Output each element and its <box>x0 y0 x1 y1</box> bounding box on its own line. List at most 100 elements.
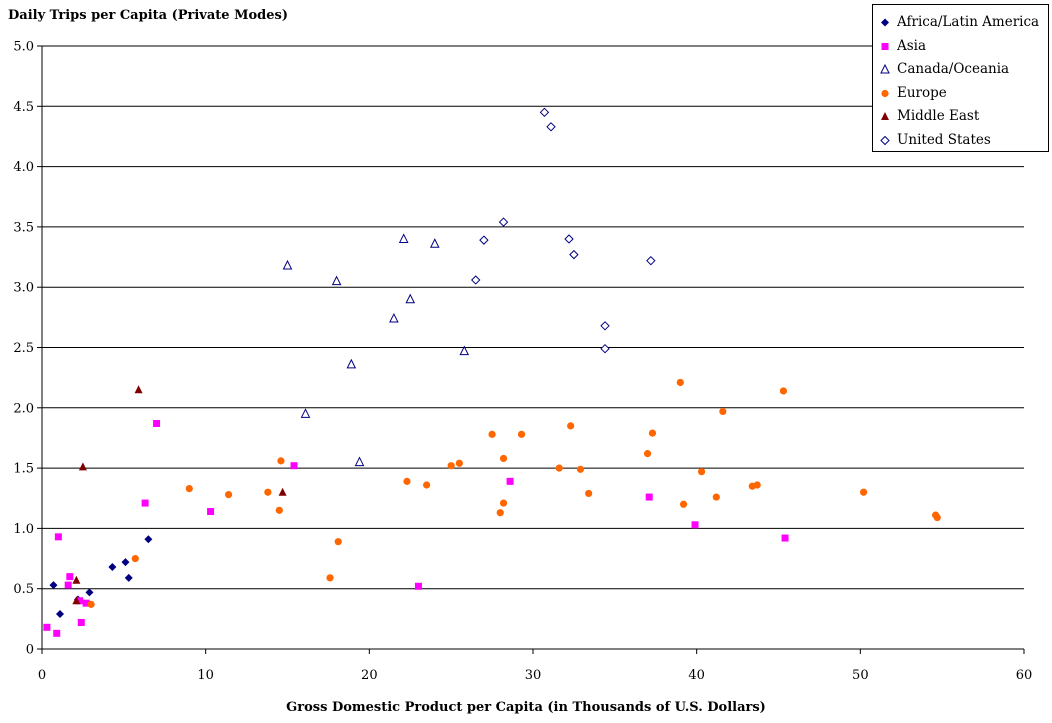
legend-label: Africa/Latin America <box>897 14 1040 30</box>
data-point <box>455 459 463 467</box>
legend-marker-icon <box>880 135 890 145</box>
data-point <box>275 506 283 514</box>
data-point <box>496 509 504 517</box>
legend-item: Europe <box>879 82 947 104</box>
data-point <box>56 610 65 619</box>
y-tick-label: 2.0 <box>13 401 34 416</box>
data-point <box>300 408 311 418</box>
data-point <box>207 508 215 516</box>
legend-marker <box>881 112 889 120</box>
x-tick-label: 40 <box>688 668 705 683</box>
x-tick-label: 10 <box>197 668 214 683</box>
legend-marker <box>881 42 889 50</box>
x-tick-label: 50 <box>852 668 869 683</box>
data-point <box>72 575 81 584</box>
data-point <box>679 500 688 508</box>
gridlines <box>42 45 1024 590</box>
legend-item: Asia <box>879 35 926 57</box>
data-point <box>53 629 61 637</box>
data-point <box>648 429 657 437</box>
data-point <box>471 275 481 285</box>
legend-marker-icon <box>881 18 889 27</box>
y-tick-label: 3.0 <box>13 281 34 296</box>
data-point <box>124 573 133 582</box>
data-point <box>403 477 411 485</box>
data-point <box>354 456 365 467</box>
data-point <box>72 596 81 605</box>
data-point <box>131 554 139 563</box>
data-point <box>185 485 193 493</box>
legend-label: Canada/Oceania <box>897 61 1010 77</box>
data-point <box>141 499 149 507</box>
data-point <box>144 535 153 544</box>
data-point <box>555 464 563 472</box>
data-point <box>76 597 84 605</box>
data-point <box>224 491 233 499</box>
legend-marker-icon <box>881 89 889 97</box>
data-point <box>82 599 90 607</box>
data-point <box>389 312 399 323</box>
data-point <box>546 122 556 132</box>
x-axis-title: Gross Domestic Product per Capita (in Th… <box>286 700 766 715</box>
data-point <box>64 581 72 589</box>
y-tick-label: 3.5 <box>13 220 34 235</box>
y-tick-label: 0.5 <box>13 582 34 597</box>
legend-label: Europe <box>897 84 947 101</box>
data-point <box>108 562 117 571</box>
data-point <box>43 623 51 631</box>
legend-marker-icon <box>881 112 889 120</box>
data-point <box>646 255 656 266</box>
x-tick-label: 20 <box>361 668 378 683</box>
series-1 <box>43 419 789 637</box>
data-point <box>779 387 788 395</box>
data-point <box>278 487 287 496</box>
data-point <box>712 493 720 501</box>
y-tick-label: 2.5 <box>13 341 34 356</box>
data-point <box>85 588 94 597</box>
data-point <box>643 450 652 458</box>
data-point <box>459 345 470 356</box>
data-point <box>753 481 761 489</box>
y-tick-label: 5.0 <box>13 40 34 55</box>
legend-label: Asia <box>897 37 927 54</box>
y-tick-label: 4.5 <box>13 100 34 115</box>
legend-item: Middle East <box>879 105 979 127</box>
data-point <box>933 513 941 522</box>
legend-marker-icon <box>880 63 890 74</box>
data-point <box>121 558 130 567</box>
series-0 <box>49 535 153 619</box>
legend-marker-icon <box>881 42 889 50</box>
data-point <box>49 581 58 590</box>
y-tick-label: 4.0 <box>13 160 34 175</box>
data-point <box>517 430 526 438</box>
legend-marker <box>881 18 889 27</box>
y-tick-label: 0 <box>26 643 34 658</box>
data-point <box>326 574 334 582</box>
legend-item: United States <box>879 129 991 151</box>
data-point <box>676 378 684 387</box>
data-point <box>277 457 285 465</box>
data-point <box>78 462 87 471</box>
series-4 <box>72 385 287 605</box>
data-point <box>153 419 161 427</box>
data-point <box>499 454 508 463</box>
data-point <box>506 477 514 485</box>
data-point <box>77 618 85 626</box>
data-point <box>585 489 593 498</box>
data-point <box>423 481 431 489</box>
y-tick-label: 1.0 <box>13 522 34 537</box>
data-point <box>54 533 62 541</box>
data-point <box>860 488 868 496</box>
legend-label: Middle East <box>897 108 980 124</box>
data-point <box>331 275 342 286</box>
data-point <box>290 462 298 470</box>
data-point <box>66 573 74 581</box>
legend: Africa/Latin America Asia Canada/Oceania Eu… <box>872 4 1049 152</box>
series-3 <box>87 378 941 608</box>
data-point <box>498 217 509 227</box>
data-point <box>134 385 143 394</box>
legend-marker <box>880 135 890 145</box>
data-point <box>539 107 550 118</box>
data-point <box>479 235 489 245</box>
x-tick-label: 30 <box>525 668 542 683</box>
